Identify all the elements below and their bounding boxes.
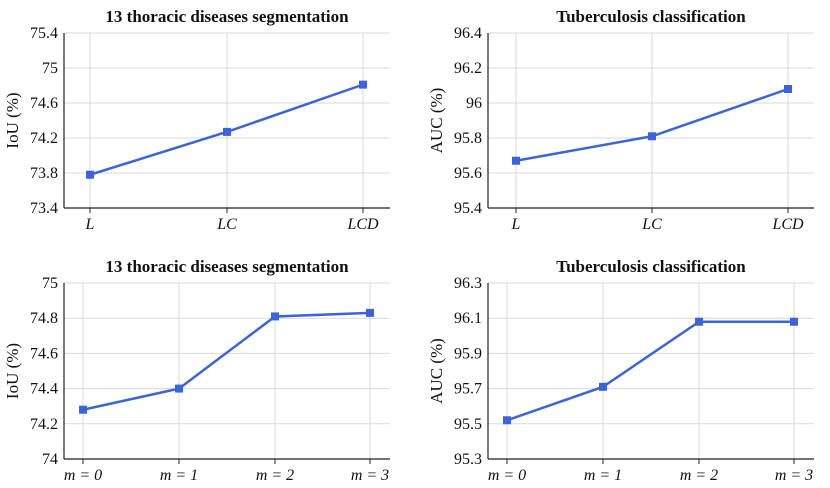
data-point [695, 317, 703, 326]
y-tick-label: 74.2 [30, 130, 58, 147]
y-tick-label: 95.6 [454, 165, 482, 182]
data-point [79, 405, 87, 414]
y-tick-label: 96.2 [454, 60, 482, 77]
chart-title: Tuberculosis classification [556, 7, 746, 26]
y-tick-label: 95.3 [454, 451, 482, 468]
chart-title: 13 thoracic diseases segmentation [105, 7, 349, 26]
x-tick-label: LC [216, 216, 237, 233]
y-tick-label: 74.6 [30, 95, 58, 112]
y-axis-label: AUC (%) [427, 338, 446, 404]
data-point [503, 416, 511, 425]
x-tick-label: m = 3 [775, 467, 813, 484]
x-tick-label: LCD [346, 216, 379, 233]
chart-panel-3: 74 74.2 74.4 74.6 74.8 75 m = 0 m = 1 m = 2 m = 3… [3, 257, 390, 484]
series-line [82, 311, 371, 411]
y-tick-label: 95.5 [454, 416, 482, 433]
y-tick-label: 74.6 [30, 345, 58, 362]
y-tick-label: 75 [42, 60, 58, 77]
y-tick-label: 73.4 [30, 200, 58, 217]
chart-panel-2: 95.4 95.6 95.8 96 96.2 96.4 L LC LCD Tuberculosis… [427, 7, 814, 233]
data-point [512, 156, 520, 165]
x-tick-label: m = 0 [64, 467, 102, 484]
y-tick-label: 96 [466, 95, 482, 112]
x-tick-label: LC [641, 216, 662, 233]
x-tick-label: L [511, 216, 521, 233]
chart-title: 13 thoracic diseases segmentation [105, 257, 349, 276]
series-line [506, 320, 794, 422]
data-point [790, 317, 798, 326]
x-tick-label: L [85, 216, 95, 233]
data-point [784, 85, 792, 93]
chart-panel-1: 73.4 73.8 74.2 74.6 75 75.4 L LC LCD 13 thoracic … [3, 7, 390, 233]
x-tick-label: LCD [771, 216, 804, 233]
y-tick-label: 75.4 [30, 25, 58, 42]
data-point [86, 170, 94, 179]
y-tick-label: 95.7 [454, 381, 482, 398]
data-point [223, 127, 231, 136]
chart-title: Tuberculosis classification [556, 257, 746, 276]
y-tick-label: 95.4 [454, 200, 482, 217]
data-point [648, 132, 656, 141]
chart-panel-4: 95.3 95.5 95.7 95.9 96.1 96.3 m = 0 m = 1 m = 2 m… [427, 257, 814, 484]
data-point [366, 308, 374, 317]
x-tick-label: m = 2 [256, 467, 294, 484]
y-tick-label: 95.8 [454, 130, 482, 147]
y-tick-label: 73.8 [30, 165, 58, 182]
y-axis-label: AUC (%) [427, 88, 446, 154]
x-tick-label: m = 3 [351, 467, 389, 484]
data-point [175, 384, 183, 393]
y-axis-label: IoU (%) [3, 343, 22, 399]
y-tick-label: 96.4 [454, 25, 482, 42]
y-tick-label: 96.1 [454, 310, 482, 327]
x-tick-label: m = 0 [488, 467, 526, 484]
y-tick-label: 74.8 [30, 310, 58, 327]
x-tick-label: m = 2 [680, 467, 718, 484]
y-axis-label: IoU (%) [3, 92, 22, 148]
y-tick-label: 96.3 [454, 275, 482, 292]
y-tick-label: 74 [42, 451, 58, 468]
y-tick-label: 74.2 [30, 416, 58, 433]
data-point [599, 382, 607, 391]
data-point [271, 312, 279, 321]
x-tick-label: m = 1 [160, 467, 198, 484]
y-tick-label: 75 [42, 275, 58, 292]
data-point [359, 80, 367, 89]
x-tick-label: m = 1 [584, 467, 622, 484]
y-tick-label: 74.4 [30, 381, 58, 398]
y-tick-label: 95.9 [454, 345, 482, 362]
